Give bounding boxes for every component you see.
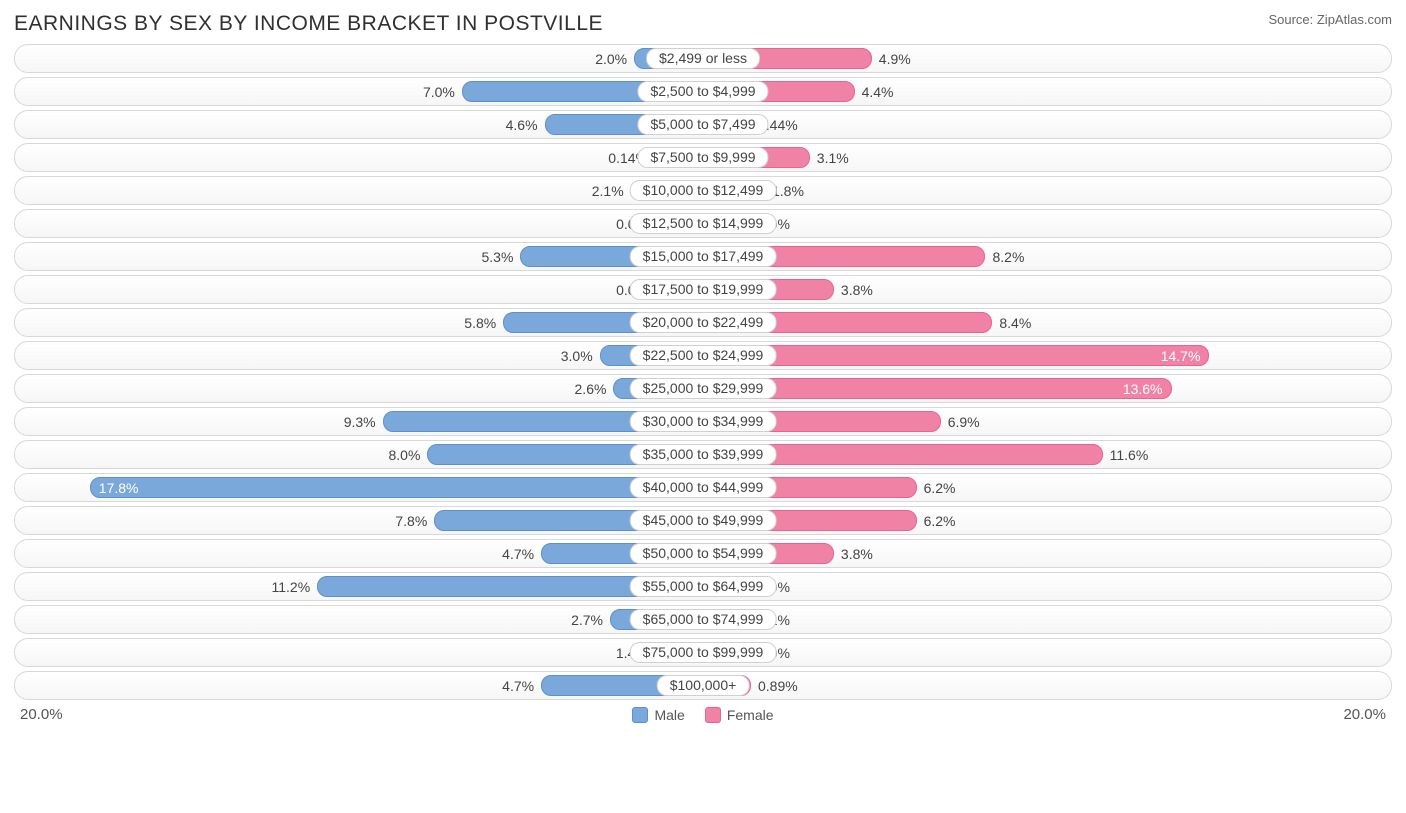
male-pct-label: 7.8% xyxy=(395,511,435,532)
legend-male: Male xyxy=(632,707,684,723)
chart-row: 0.0%3.8%$17,500 to $19,999 xyxy=(14,275,1392,304)
chart-row: 7.0% 4.4% $2,500 to $4,999 xyxy=(14,77,1392,106)
category-label: $100,000+ xyxy=(657,675,750,696)
female-pct-label: 3.1% xyxy=(809,148,849,169)
female-swatch-icon xyxy=(705,707,721,723)
female-pct-label: 8.4% xyxy=(991,313,1031,334)
female-pct-label: 4.9% xyxy=(871,49,911,70)
chart-row: 11.2%0.0%$55,000 to $64,999 xyxy=(14,572,1392,601)
male-pct-label: 2.0% xyxy=(595,49,635,70)
male-pct-label: 4.7% xyxy=(502,676,542,697)
chart-row: 17.8% 6.2% $40,000 to $44,999 xyxy=(14,473,1392,502)
female-pct-label: 6.2% xyxy=(916,511,956,532)
category-label: $50,000 to $54,999 xyxy=(630,543,777,564)
chart-row: 2.7%1.1%$65,000 to $74,999 xyxy=(14,605,1392,634)
chart-row: 9.3% 6.9% $30,000 to $34,999 xyxy=(14,407,1392,436)
female-pct-label: 11.6% xyxy=(1102,445,1149,466)
category-label: $30,000 to $34,999 xyxy=(630,411,777,432)
diverging-bar-chart: 2.0% 4.9% $2,499 or less 7.0% 4.4% $2,500 to … xyxy=(14,44,1392,700)
category-label: $5,000 to $7,499 xyxy=(637,114,768,135)
chart-row: 3.0% 14.7% $22,500 to $24,999 xyxy=(14,341,1392,370)
male-pct-label: 5.3% xyxy=(482,247,522,268)
female-pct-label: 3.8% xyxy=(833,280,873,301)
category-label: $2,500 to $4,999 xyxy=(637,81,768,102)
female-pct-label: 0.89% xyxy=(750,676,798,697)
female-pct-label: 6.2% xyxy=(916,478,956,499)
legend-female: Female xyxy=(705,707,774,723)
category-label: $12,500 to $14,999 xyxy=(630,213,777,234)
category-label: $55,000 to $64,999 xyxy=(630,576,777,597)
male-bar: 17.8% xyxy=(90,477,703,498)
category-label: $20,000 to $22,499 xyxy=(630,312,777,333)
male-swatch-icon xyxy=(632,707,648,723)
chart-row: 2.1%1.8%$10,000 to $12,499 xyxy=(14,176,1392,205)
male-pct-label: 9.3% xyxy=(344,412,384,433)
category-label: $15,000 to $17,499 xyxy=(630,246,777,267)
male-pct-label: 5.8% xyxy=(464,313,504,334)
category-label: $45,000 to $49,999 xyxy=(630,510,777,531)
female-pct-label: 3.8% xyxy=(833,544,873,565)
category-label: $25,000 to $29,999 xyxy=(630,378,777,399)
female-pct-label: 8.2% xyxy=(984,247,1024,268)
male-pct-label: 11.2% xyxy=(272,577,319,598)
chart-row: 2.6% 13.6% $25,000 to $29,999 xyxy=(14,374,1392,403)
chart-row: 4.7% 0.89%$100,000+ xyxy=(14,671,1392,700)
male-pct-label: 8.0% xyxy=(388,445,428,466)
legend-female-label: Female xyxy=(727,707,774,723)
chart-row: 5.3% 8.2% $15,000 to $17,499 xyxy=(14,242,1392,271)
category-label: $75,000 to $99,999 xyxy=(630,642,777,663)
chart-header: EARNINGS BY SEX BY INCOME BRACKET IN POS… xyxy=(14,12,1392,36)
category-label: $2,499 or less xyxy=(646,48,760,69)
chart-row: 0.14%3.1%$7,500 to $9,999 xyxy=(14,143,1392,172)
legend: Male Female xyxy=(632,707,773,723)
male-pct-label: 2.7% xyxy=(571,610,611,631)
source-attribution: Source: ZipAtlas.com xyxy=(1268,12,1392,27)
category-label: $40,000 to $44,999 xyxy=(630,477,777,498)
chart-title: EARNINGS BY SEX BY INCOME BRACKET IN POS… xyxy=(14,12,603,36)
male-pct-label: 4.7% xyxy=(502,544,542,565)
chart-row: 0.0%0.0%$12,500 to $14,999 xyxy=(14,209,1392,238)
chart-footer: 20.0% Male Female 20.0% xyxy=(14,706,1392,723)
category-label: $17,500 to $19,999 xyxy=(630,279,777,300)
chart-row: 4.7% 3.8% $50,000 to $54,999 xyxy=(14,539,1392,568)
category-label: $10,000 to $12,499 xyxy=(630,180,777,201)
category-label: $35,000 to $39,999 xyxy=(630,444,777,465)
axis-right-max: 20.0% xyxy=(1343,706,1386,723)
female-pct-label: 14.7% xyxy=(1161,346,1201,367)
male-pct-label: 2.1% xyxy=(592,181,632,202)
female-pct-label: 13.6% xyxy=(1123,379,1163,400)
chart-row: 5.8% 8.4% $20,000 to $22,499 xyxy=(14,308,1392,337)
male-pct-label: 4.6% xyxy=(506,115,546,136)
male-pct-label: 7.0% xyxy=(423,82,463,103)
chart-row: 4.6%0.44%$5,000 to $7,499 xyxy=(14,110,1392,139)
chart-row: 7.8% 6.2% $45,000 to $49,999 xyxy=(14,506,1392,535)
female-pct-label: 6.9% xyxy=(940,412,980,433)
male-pct-label: 17.8% xyxy=(99,478,139,499)
chart-row: 8.0% 11.6% $35,000 to $39,999 xyxy=(14,440,1392,469)
chart-row: 2.0% 4.9% $2,499 or less xyxy=(14,44,1392,73)
category-label: $22,500 to $24,999 xyxy=(630,345,777,366)
category-label: $7,500 to $9,999 xyxy=(637,147,768,168)
female-pct-label: 4.4% xyxy=(854,82,894,103)
male-pct-label: 3.0% xyxy=(561,346,601,367)
axis-left-max: 20.0% xyxy=(20,706,63,723)
chart-row: 1.4%0.0%$75,000 to $99,999 xyxy=(14,638,1392,667)
category-label: $65,000 to $74,999 xyxy=(630,609,777,630)
male-pct-label: 2.6% xyxy=(575,379,615,400)
legend-male-label: Male xyxy=(654,707,684,723)
female-bar: 14.7% xyxy=(703,345,1209,366)
